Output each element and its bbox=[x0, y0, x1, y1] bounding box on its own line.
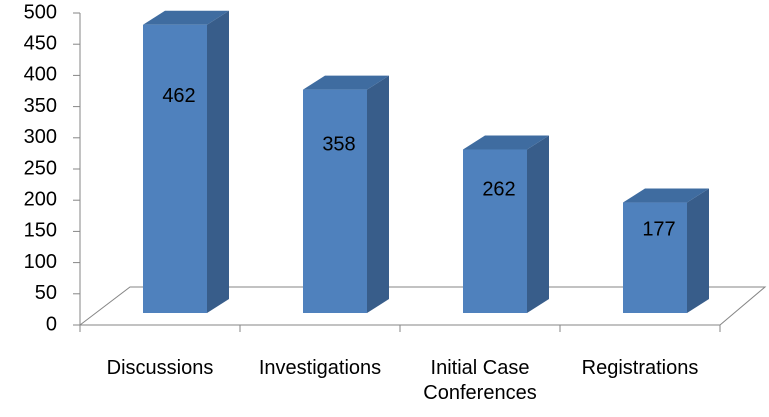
bar-side bbox=[527, 135, 549, 313]
bar bbox=[623, 202, 687, 313]
bar-top bbox=[303, 75, 389, 90]
bar bbox=[303, 89, 367, 313]
data-label: 177 bbox=[642, 218, 675, 240]
y-tick-label: 200 bbox=[24, 188, 57, 210]
y-tick-label: 0 bbox=[46, 313, 57, 335]
bar-top bbox=[623, 188, 709, 203]
y-tick-label: 150 bbox=[24, 220, 57, 242]
bar-top bbox=[463, 135, 549, 150]
bar-side bbox=[207, 10, 229, 313]
y-tick-label: 500 bbox=[24, 1, 57, 23]
y-tick-label: 50 bbox=[35, 282, 57, 304]
y-tick-label: 400 bbox=[24, 64, 57, 86]
y-tick-label: 350 bbox=[24, 95, 57, 117]
y-tick-label: 300 bbox=[24, 126, 57, 148]
x-tick-label: Registrations bbox=[581, 357, 699, 379]
y-tick-label: 450 bbox=[24, 32, 57, 54]
bar bbox=[143, 24, 207, 313]
y-tick-label: 250 bbox=[24, 157, 57, 179]
floor bbox=[78, 286, 767, 326]
bar-side bbox=[367, 75, 389, 313]
x-tick-label: Discussions bbox=[106, 357, 214, 379]
data-label: 262 bbox=[482, 179, 515, 201]
bar-top bbox=[143, 10, 229, 25]
data-label: 358 bbox=[322, 134, 355, 156]
x-tick-label: Investigations bbox=[258, 357, 382, 379]
bar bbox=[463, 149, 527, 313]
y-tick-label: 100 bbox=[24, 251, 57, 273]
x-tick-label: Initial Case Conferences bbox=[423, 357, 537, 404]
data-label: 462 bbox=[162, 85, 195, 107]
bar-side bbox=[687, 188, 709, 313]
